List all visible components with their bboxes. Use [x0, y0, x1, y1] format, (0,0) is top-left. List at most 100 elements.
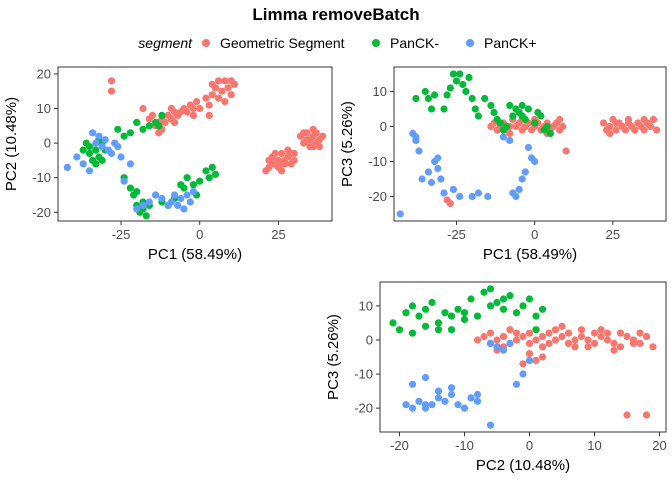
data-point: [621, 126, 630, 134]
data-point: [519, 302, 527, 310]
data-point: [640, 115, 648, 124]
data-point: [290, 149, 298, 158]
series-panck-: [402, 339, 534, 429]
data-point: [623, 411, 631, 419]
panels: -25 0 25 -20 -10 0 10 20 PC1 (58.49%) PC2 (10.48%…: [3, 66, 667, 474]
y-tick-label: -10: [32, 170, 51, 185]
data-point: [189, 188, 197, 196]
data-point: [431, 91, 439, 99]
x-tick-label: -25: [447, 227, 466, 242]
chart-title: Limma removeBatch: [252, 5, 419, 24]
legend-label-1: PanCK-: [390, 35, 439, 51]
panel-border: [393, 66, 667, 222]
data-point: [493, 336, 501, 344]
data-point: [653, 126, 661, 134]
data-point: [506, 101, 514, 110]
data-point: [532, 312, 540, 320]
data-point: [396, 210, 404, 218]
data-point: [183, 108, 191, 116]
panel-top-left: -25 0 25 -20 -10 0 10 20 PC1 (58.49%) PC2 (10.48%…: [3, 66, 333, 263]
data-point: [268, 160, 276, 168]
y-tick-label: 10: [359, 298, 373, 313]
data-point: [202, 94, 210, 102]
data-point: [525, 295, 534, 303]
data-point: [590, 329, 599, 337]
data-point: [490, 108, 498, 117]
data-point: [493, 343, 501, 351]
data-point: [456, 192, 464, 201]
data-point: [446, 199, 454, 208]
data-point: [499, 133, 507, 141]
data-point: [471, 105, 479, 113]
x-tick-label: -20: [390, 438, 409, 453]
data-point: [434, 154, 442, 162]
data-point: [473, 390, 482, 399]
legend-label-2: PanCK+: [484, 35, 537, 51]
data-point: [114, 125, 122, 133]
data-point: [139, 125, 147, 133]
data-point: [92, 146, 100, 154]
data-point: [473, 312, 482, 320]
x-tick-label: -25: [112, 227, 131, 242]
data-point: [434, 394, 443, 402]
x-tick-label: 25: [271, 227, 285, 242]
data-point: [434, 164, 442, 173]
data-point: [427, 178, 436, 187]
data-point: [107, 77, 116, 85]
data-point: [271, 149, 279, 158]
data-point: [512, 329, 521, 337]
y-tick-label: 10: [373, 84, 387, 99]
data-point: [208, 163, 216, 171]
data-point: [443, 91, 451, 99]
data-point: [562, 147, 570, 155]
data-point: [114, 143, 122, 151]
data-point: [424, 168, 432, 176]
data-point: [170, 191, 179, 199]
data-point: [161, 118, 169, 126]
data-point: [465, 73, 473, 82]
data-point: [158, 194, 166, 203]
data-point: [126, 129, 134, 137]
data-point: [503, 122, 511, 131]
data-point: [584, 343, 592, 351]
data-point: [480, 288, 488, 296]
data-point: [584, 336, 592, 344]
data-point: [189, 111, 197, 119]
data-point: [571, 343, 579, 351]
data-point: [559, 122, 567, 131]
data-point: [486, 421, 495, 429]
data-point: [480, 332, 488, 341]
data-point: [447, 384, 456, 392]
data-point: [636, 329, 644, 337]
data-point: [408, 329, 417, 337]
data-point: [312, 129, 320, 137]
data-point: [564, 339, 573, 347]
data-point: [95, 132, 103, 140]
data-point: [515, 185, 523, 194]
data-point: [215, 94, 223, 102]
data-point: [512, 380, 521, 388]
data-point: [487, 101, 495, 110]
data-point: [481, 94, 489, 103]
data-point: [120, 177, 128, 185]
data-point: [205, 174, 213, 182]
data-point: [642, 411, 651, 419]
data-point: [415, 312, 423, 320]
data-point: [551, 336, 560, 344]
data-point: [447, 312, 456, 320]
x-tick-label: 10: [587, 438, 601, 453]
x-tick-label: 20: [652, 438, 666, 453]
y-tick-label: 0: [44, 136, 51, 151]
data-point: [158, 111, 166, 119]
data-point: [126, 160, 134, 168]
legend-swatch-1: [372, 39, 380, 47]
data-point: [155, 122, 163, 130]
data-point: [499, 295, 508, 303]
data-point: [120, 132, 128, 140]
data-point: [408, 302, 417, 310]
data-point: [415, 397, 423, 405]
y-axis-label: PC3 (5.26%): [339, 101, 356, 187]
data-point: [101, 136, 109, 144]
data-point: [278, 167, 286, 175]
data-point: [440, 189, 448, 197]
